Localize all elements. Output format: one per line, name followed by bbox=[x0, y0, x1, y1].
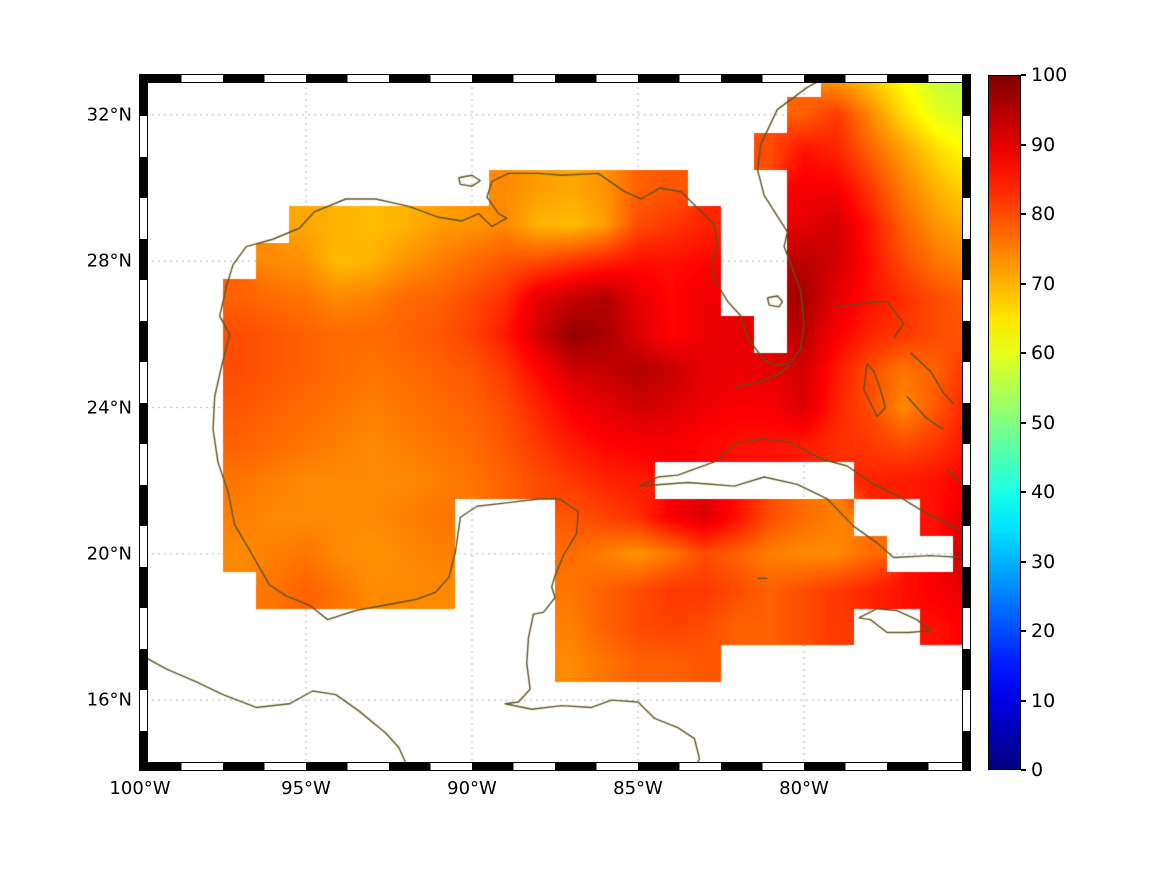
colorbar-tick-mark bbox=[1021, 421, 1026, 424]
x-tick-label: 95°W bbox=[281, 778, 331, 799]
colorbar-tick-mark bbox=[1021, 143, 1026, 146]
y-tick-label: 28°N bbox=[86, 250, 132, 272]
colorbar bbox=[988, 75, 1021, 770]
colorbar-tick-label: 90 bbox=[1031, 133, 1056, 156]
colorbar-tick-label: 30 bbox=[1031, 550, 1056, 573]
map-frame-right bbox=[962, 75, 970, 770]
colorbar-tick-mark bbox=[1021, 282, 1026, 285]
map-frame-left bbox=[140, 75, 148, 770]
map-plot bbox=[139, 74, 971, 771]
colorbar-tick-mark bbox=[1021, 74, 1026, 76]
colorbar-tick-label: 70 bbox=[1031, 272, 1056, 295]
colorbar-tick-mark bbox=[1021, 491, 1026, 493]
x-tick-label: 80°W bbox=[779, 778, 829, 799]
colorbar-tick-mark bbox=[1021, 699, 1026, 702]
colorbar-tick-label: 50 bbox=[1031, 411, 1056, 434]
colorbar-tick-mark bbox=[1021, 630, 1026, 632]
x-tick-label: 100°W bbox=[109, 778, 171, 799]
colorbar-tick-mark bbox=[1021, 769, 1026, 771]
x-tick-label: 90°W bbox=[447, 778, 497, 799]
colorbar-tick-mark bbox=[1021, 213, 1026, 215]
y-tick-label: 20°N bbox=[86, 543, 132, 565]
colorbar-tick-mark bbox=[1021, 352, 1026, 354]
colorbar-tick-label: 20 bbox=[1031, 620, 1056, 642]
colorbar-tick-label: 80 bbox=[1031, 203, 1056, 225]
y-tick-label: 16°N bbox=[86, 689, 132, 711]
colorbar-tick-label: 40 bbox=[1031, 481, 1056, 503]
colorbar-tick-label: 0 bbox=[1031, 759, 1044, 781]
colorbar-tick-label: 10 bbox=[1031, 689, 1056, 712]
map-frame-bottom bbox=[140, 762, 970, 770]
y-tick-label: 24°N bbox=[86, 397, 132, 418]
x-tick-label: 85°W bbox=[613, 778, 663, 799]
colorbar-tick-mark bbox=[1021, 560, 1026, 563]
colorbar-tick-label: 100 bbox=[1031, 64, 1068, 86]
map-frame-top bbox=[140, 75, 970, 83]
map-canvas bbox=[140, 75, 970, 770]
colorbar-tick-label: 60 bbox=[1031, 342, 1056, 364]
y-tick-label: 32°N bbox=[86, 104, 132, 126]
